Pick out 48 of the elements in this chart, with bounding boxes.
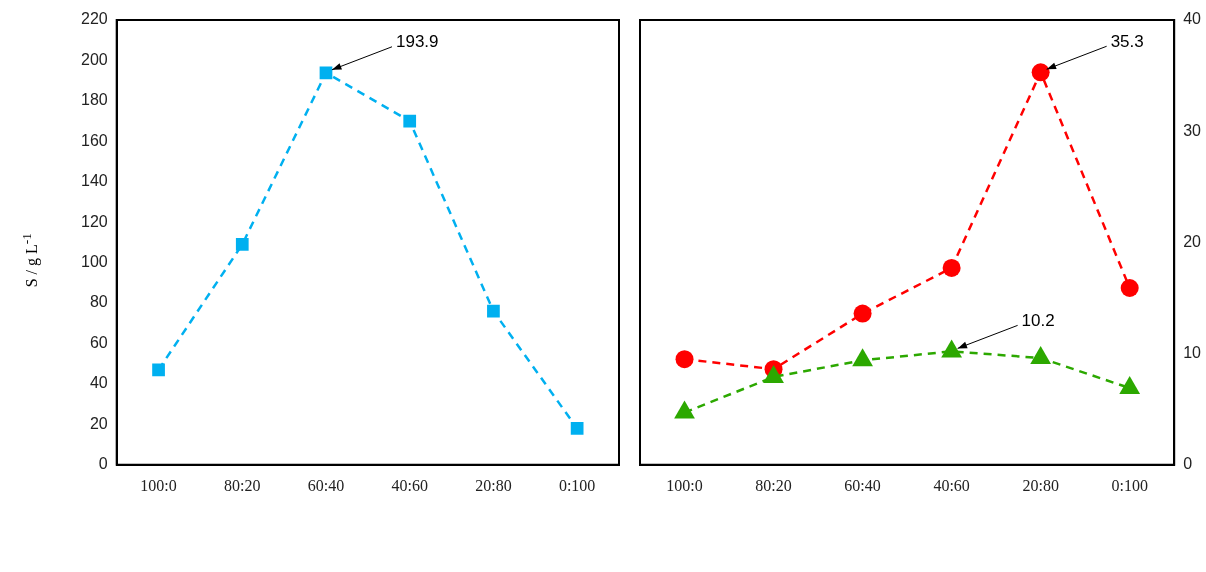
y-tick-label: 120	[80, 212, 108, 230]
annotation: 193.9	[395, 32, 439, 52]
x-tick-label: 100:0	[140, 476, 177, 494]
point	[487, 304, 500, 318]
point	[853, 304, 872, 323]
y-tick-label: 20	[89, 414, 108, 432]
x-tick-label: 80:20	[755, 476, 792, 494]
point	[941, 339, 963, 358]
y-tick-label: 200	[80, 50, 108, 68]
y-tick-label: 40	[89, 374, 108, 392]
x-tick-label: 20:80	[475, 476, 512, 494]
x-tick-label: 40:60	[391, 476, 428, 494]
x-tick-label: 0:100	[1111, 476, 1148, 494]
x-tick-label: 60:40	[307, 476, 345, 494]
y-tick-label: 30	[1183, 121, 1202, 139]
y-tick-label: 140	[80, 172, 108, 190]
y-tick-label: 0	[98, 455, 108, 473]
point	[1119, 376, 1141, 395]
point	[1120, 278, 1139, 297]
point	[1031, 63, 1050, 82]
x-tick-label: 60:40	[844, 476, 881, 494]
annotation: 35.3	[1110, 31, 1144, 51]
y-tick-label: 20	[1183, 232, 1202, 250]
point	[403, 114, 417, 128]
point	[570, 422, 584, 435]
point	[942, 258, 961, 277]
x-tick-label: 40:60	[933, 476, 970, 494]
x-tick-label: 20:80	[1022, 476, 1059, 494]
x-tick-label: 0:100	[558, 476, 596, 494]
y-tick-label: 180	[80, 91, 108, 109]
point	[319, 66, 333, 80]
x-tick-label: 100:0	[666, 476, 703, 494]
y-tick-label: 160	[80, 131, 108, 149]
annotation: 10.2	[1021, 311, 1055, 331]
y-tick-label: 220	[80, 10, 108, 28]
y-tick-label: 10	[1183, 344, 1202, 362]
point	[763, 364, 784, 383]
y-tick-label: 80	[89, 293, 108, 311]
y-tick-label: 0	[1183, 455, 1193, 473]
point	[152, 363, 165, 377]
y-tick-label: 40	[1183, 10, 1202, 28]
y-tick-label: 100	[80, 253, 108, 271]
point	[852, 348, 873, 367]
point	[235, 238, 249, 251]
y-tick-label: 60	[89, 333, 108, 351]
point	[1030, 346, 1052, 365]
point	[674, 400, 695, 419]
x-tick-label: 80:20	[224, 476, 261, 494]
